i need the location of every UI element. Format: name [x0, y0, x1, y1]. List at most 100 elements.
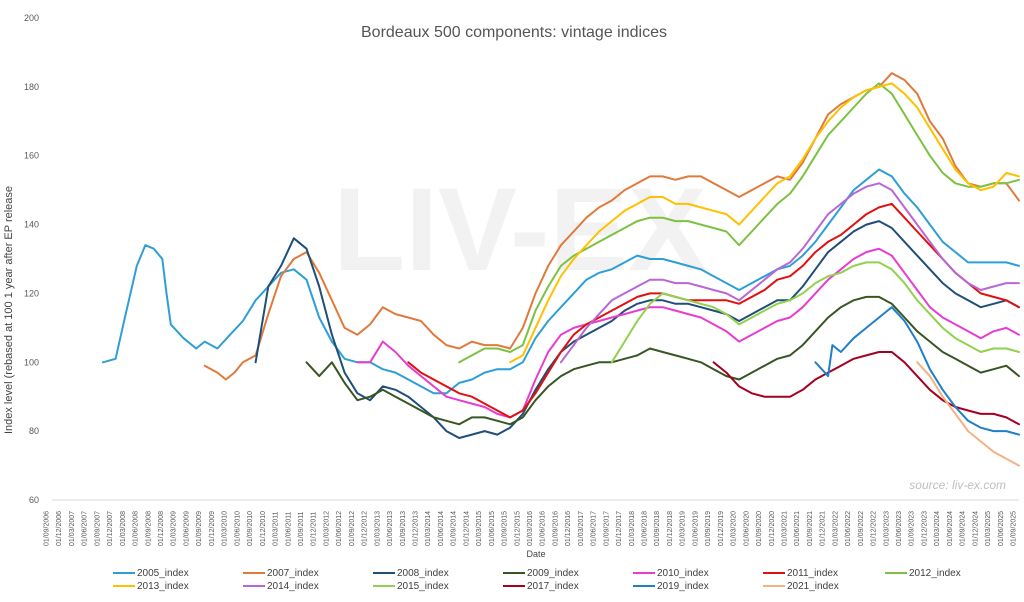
- x-tick-label: 01/12/2012: [362, 511, 369, 546]
- x-tick-label: 01/12/2014: [463, 511, 470, 546]
- axes-layer: 60 80 100 120 140 160 180 200 01/09/2006 01/12/20…: [24, 13, 1019, 546]
- x-tick-label: 01/09/2006: [44, 511, 51, 546]
- x-tick-label: 01/06/2011: [285, 511, 292, 546]
- x-tick-label: 01/09/2007: [94, 511, 101, 546]
- x-tick-label: 01/03/2015: [476, 511, 483, 546]
- legend: 2005_index 2007_index 2008_index 2009_index…: [113, 568, 961, 592]
- x-tick-label: 01/12/2015: [514, 511, 521, 546]
- x-tick-label: 01/09/2015: [502, 511, 509, 546]
- x-tick-label: 01/09/2009: [196, 511, 203, 546]
- x-tick-label: 01/12/2020: [769, 511, 776, 546]
- series-line-2005_index: [101, 168, 1020, 395]
- x-tick-label: 01/12/2008: [158, 511, 165, 546]
- legend-entry-label: 2005_index: [137, 568, 189, 579]
- legend-entry-label: 2008_index: [397, 568, 449, 579]
- y-tick-label: 200: [24, 13, 39, 23]
- x-tick-label: 01/12/2013: [412, 511, 419, 546]
- x-tick-label: 01/09/2011: [298, 511, 305, 546]
- x-tick-label: 01/09/2014: [451, 511, 458, 546]
- x-tick-label: 01/06/2020: [743, 511, 750, 546]
- x-tick-label: 01/06/2008: [133, 511, 140, 546]
- x-tick-label: 01/06/2018: [642, 511, 649, 546]
- x-tick-label: 01/09/2022: [858, 511, 865, 546]
- x-tick-label: 01/09/2023: [909, 511, 916, 546]
- x-tick-label: 01/03/2018: [629, 511, 636, 546]
- x-tick-label: 01/06/2010: [234, 511, 241, 546]
- y-tick-label: 180: [24, 82, 39, 92]
- y-axis-label: Index level (rebased at 100 1 year after…: [3, 186, 15, 434]
- legend-entry-label: 2017_index: [527, 581, 579, 592]
- x-tick-label: 01/06/2013: [387, 511, 394, 546]
- x-tick-label: 01/09/2017: [603, 511, 610, 546]
- series-line-2014_index: [559, 182, 1020, 364]
- series-line-2010_index: [356, 247, 1020, 419]
- x-tick-label: 01/12/2021: [820, 511, 827, 546]
- series-line-2017_index: [712, 351, 1020, 426]
- chart-title: Bordeaux 500 components: vintage indices: [361, 24, 667, 41]
- x-tick-label: 01/09/2024: [960, 511, 967, 546]
- watermark-layer: LIV-EX: [333, 164, 707, 296]
- legend-entry-label: 2015_index: [397, 581, 449, 592]
- x-tick-label: 01/12/2024: [972, 511, 979, 546]
- x-tick-label: 01/09/2012: [349, 511, 356, 546]
- x-tick-label: 01/09/2013: [400, 511, 407, 546]
- x-tick-label: 01/12/2018: [667, 511, 674, 546]
- x-tick-label: 01/03/2009: [171, 511, 178, 546]
- legend-entry-label: 2012_index: [909, 568, 961, 579]
- x-tick-label: 01/03/2022: [832, 511, 839, 546]
- x-tick-label: 01/12/2023: [921, 511, 928, 546]
- x-tick-label: 01/03/2024: [934, 511, 941, 546]
- x-tick-label: 01/03/2017: [578, 511, 585, 546]
- source-note: source: liv-ex.com: [909, 478, 1006, 492]
- x-tick-label: 01/03/2023: [883, 511, 890, 546]
- x-tick-label: 01/09/2019: [705, 511, 712, 546]
- series-line-2008_index: [254, 220, 1020, 439]
- x-tick-label: 01/09/2010: [247, 511, 254, 546]
- x-tick-label: 01/06/2023: [896, 511, 903, 546]
- y-tick-label: 140: [24, 220, 39, 230]
- x-tick-label: 01/03/2019: [680, 511, 687, 546]
- series-layer: [101, 72, 1020, 467]
- legend-entry-label: 2010_index: [657, 568, 709, 579]
- series-line-2011_index: [407, 202, 1020, 419]
- series-line-2013_index: [509, 82, 1020, 364]
- x-tick-label: 01/03/2010: [222, 511, 229, 546]
- x-tick-label: 01/06/2007: [82, 511, 89, 546]
- legend-entry-label: 2021_index: [787, 581, 839, 592]
- x-tick-label: 01/12/2019: [718, 511, 725, 546]
- x-tick-label: 01/03/2016: [527, 511, 534, 546]
- x-tick-label: 01/09/2021: [807, 511, 814, 546]
- legend-entry-label: 2009_index: [527, 568, 579, 579]
- x-tick-label: 01/06/2017: [591, 511, 598, 546]
- y-tick-label: 80: [29, 426, 39, 436]
- x-tick-label: 01/06/2024: [947, 511, 954, 546]
- x-tick-label: 01/09/2018: [654, 511, 661, 546]
- x-tick-label: 01/06/2019: [692, 511, 699, 546]
- x-tick-label: 01/03/2007: [69, 511, 76, 546]
- x-tick-label: 01/12/2016: [565, 511, 572, 546]
- x-tick-label: 01/06/2025: [998, 511, 1005, 546]
- legend-entry-label: 2011_index: [787, 568, 838, 579]
- series-line-2019_index: [814, 306, 1020, 436]
- x-tick-label: 01/03/2011: [273, 511, 280, 546]
- y-tick-label: 120: [24, 288, 39, 298]
- x-tick-label: 01/09/2008: [145, 511, 152, 546]
- x-tick-label: 01/03/2014: [425, 511, 432, 546]
- x-tick-label: 01/03/2021: [781, 511, 788, 546]
- x-tick-label: 01/12/2022: [871, 511, 878, 546]
- x-tick-label: 01/06/2012: [336, 511, 343, 546]
- watermark-logo: LIV-EX: [333, 164, 707, 296]
- x-tick-label: 01/12/2010: [260, 511, 267, 546]
- x-tick-label: 01/06/2009: [183, 511, 190, 546]
- x-tick-label: 01/09/2025: [1011, 511, 1018, 546]
- series-line-2015_index: [610, 261, 1020, 364]
- y-tick-label: 100: [24, 357, 39, 367]
- x-tick-label: 01/06/2021: [794, 511, 801, 546]
- x-tick-label: 01/06/2015: [489, 511, 496, 546]
- series-line-2012_index: [458, 82, 1020, 364]
- x-tick-label: 01/03/2013: [374, 511, 381, 546]
- x-axis-label: Date: [526, 549, 545, 559]
- y-tick-label: 160: [24, 151, 39, 161]
